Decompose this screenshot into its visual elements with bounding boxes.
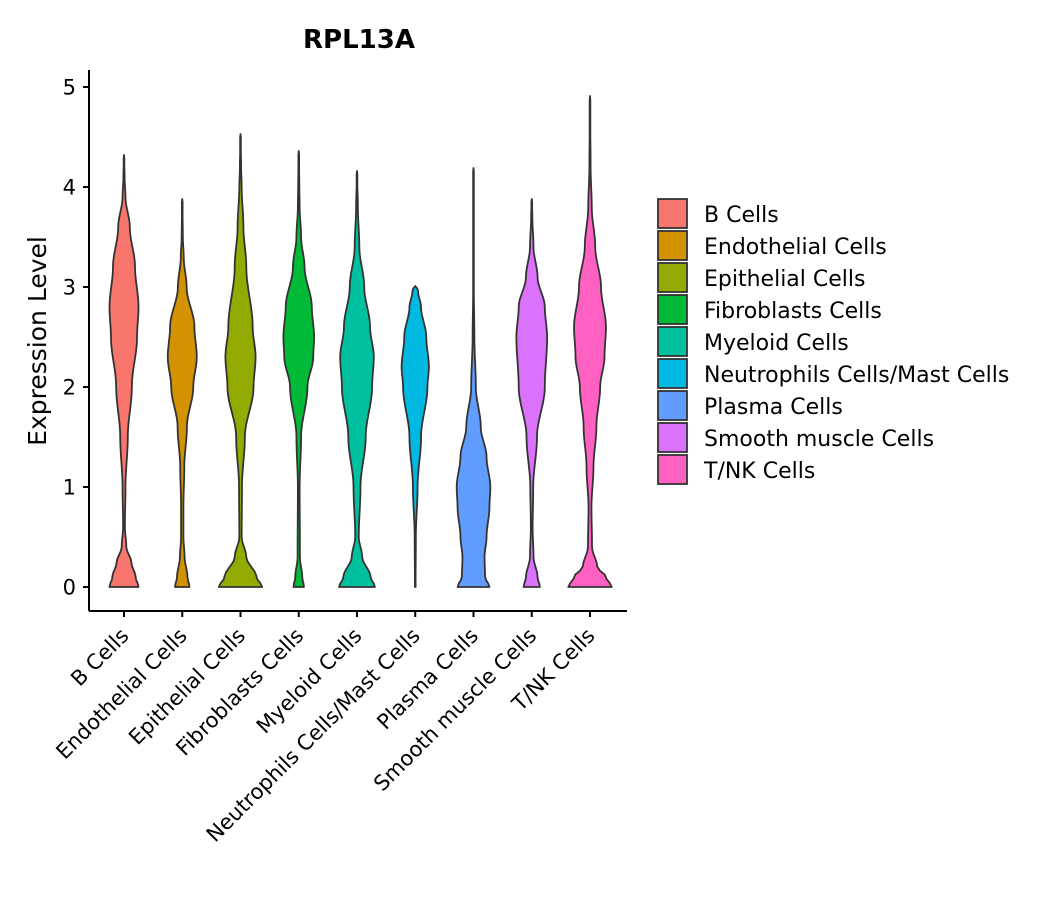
legend-item: Neutrophils Cells/Mast Cells: [657, 358, 1009, 389]
legend-label: B Cells: [704, 203, 779, 228]
legend-swatch: [657, 262, 688, 293]
legend: B Cells Endothelial Cells Epithelial Cells…: [657, 198, 1009, 485]
violin-t-nk-cells: [567, 95, 613, 588]
legend-swatch: [657, 454, 688, 485]
legend-label: T/NK Cells: [703, 459, 815, 484]
x-tick-label: Plasma Cells: [372, 624, 483, 735]
legend-swatch: [657, 390, 688, 421]
x-tick-label: Neutrophils Cells/Mast Cells: [202, 624, 425, 847]
legend-item: Plasma Cells: [657, 390, 843, 421]
y-tick-label: 4: [63, 176, 76, 200]
plot-area: [108, 95, 613, 588]
legend-item: Endothelial Cells: [657, 230, 887, 261]
legend-item: Smooth muscle Cells: [657, 422, 934, 453]
legend-swatch: [657, 422, 688, 453]
legend-item: Epithelial Cells: [657, 262, 865, 293]
y-axis-label: Expression Level: [23, 236, 52, 446]
legend-label: Myeloid Cells: [704, 331, 849, 356]
legend-item: B Cells: [657, 198, 779, 229]
legend-swatch: [657, 230, 688, 261]
violin-neutrophils-cells-mast-cells: [400, 285, 430, 588]
legend-swatch: [657, 198, 688, 229]
violin-fibroblasts-cells: [282, 150, 316, 588]
legend-label: Neutrophils Cells/Mast Cells: [704, 363, 1009, 388]
legend-label: Smooth muscle Cells: [704, 427, 934, 452]
legend-label: Endothelial Cells: [704, 235, 887, 260]
legend-item: T/NK Cells: [657, 454, 815, 485]
legend-swatch: [657, 294, 688, 325]
legend-item: Fibroblasts Cells: [657, 294, 882, 325]
y-tick-label: 1: [63, 476, 76, 500]
violin-smooth-muscle-cells: [515, 198, 549, 588]
y-tick-label: 2: [63, 376, 76, 400]
violin-epithelial-cells: [217, 133, 264, 588]
y-tick-label: 0: [63, 576, 76, 600]
legend-swatch: [657, 358, 688, 389]
legend-item: Myeloid Cells: [657, 326, 849, 357]
legend-label: Fibroblasts Cells: [704, 299, 882, 324]
violin-endothelial-cells: [166, 198, 198, 588]
legend-swatch: [657, 326, 688, 357]
y-tick-label: 3: [63, 276, 76, 300]
chart-title: RPL13A: [303, 25, 415, 55]
y-tick-label: 5: [63, 76, 76, 100]
legend-label: Epithelial Cells: [704, 267, 865, 292]
violin-b-cells: [108, 154, 140, 588]
violin-plasma-cells: [455, 167, 492, 588]
violin-myeloid-cells: [338, 170, 376, 588]
legend-label: Plasma Cells: [704, 395, 843, 420]
